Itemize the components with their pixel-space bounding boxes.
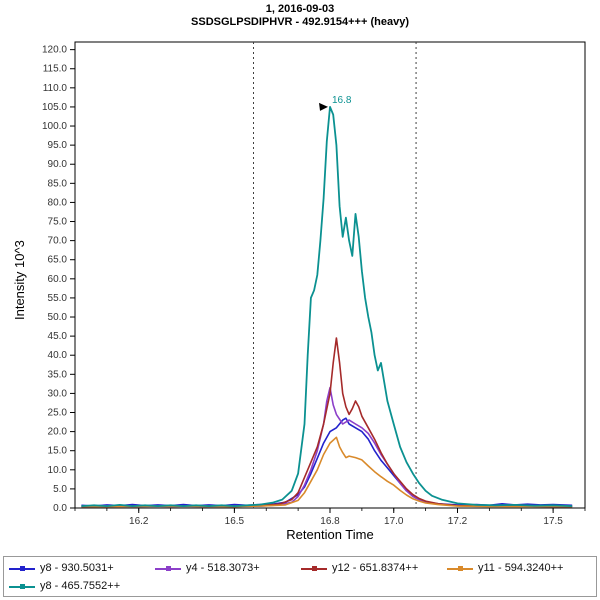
y-tick-label: 15.0	[48, 446, 68, 457]
legend-row-2: y8 - 465.7552++	[9, 577, 591, 595]
chart-title-block: 1, 2016-09-03 SSDSGLPSDIPHVR - 492.9154+…	[0, 3, 600, 29]
chromatogram-plot[interactable]: 16.2 16.5 16.8 17.0 17.2 17.5 0.0 5.0 10.0 15.0 20…	[0, 30, 600, 554]
peak-arrow-icon	[319, 102, 328, 111]
y-tick-label: 70.0	[48, 236, 68, 247]
y-tick-label: 45.0	[48, 331, 68, 342]
series-color-swatch	[9, 565, 35, 572]
series-color-swatch	[447, 565, 473, 572]
y-tick-label: 95.0	[48, 140, 68, 151]
y-tick-label: 75.0	[48, 217, 68, 228]
y-tick-label: 100.0	[42, 121, 67, 132]
legend-label: y8 - 930.5031+	[40, 562, 114, 574]
legend: y8 - 930.5031+ y4 - 518.3073+ y12 - 651.…	[3, 556, 597, 597]
legend-label: y11 - 594.3240++	[478, 562, 564, 574]
y-tick-label: 5.0	[53, 484, 67, 495]
y-tick-label: 60.0	[48, 274, 68, 285]
y-tick-label: 90.0	[48, 159, 68, 170]
x-tick-label: 17.5	[543, 516, 563, 527]
y-tick-label: 0.0	[53, 503, 67, 514]
y-tick-label: 85.0	[48, 178, 68, 189]
legend-item: y12 - 651.8374++	[301, 562, 447, 574]
legend-label: y12 - 651.8374++	[332, 562, 419, 574]
y-tick-label: 105.0	[42, 102, 67, 113]
y-tick-label: 120.0	[42, 45, 67, 56]
x-axis-title: Retention Time	[286, 527, 374, 542]
x-tick-label: 17.2	[448, 516, 468, 527]
legend-item: y4 - 518.3073+	[155, 562, 301, 574]
y-tick-label: 30.0	[48, 388, 68, 399]
series-color-swatch	[9, 583, 35, 590]
x-tick-label: 16.8	[320, 516, 340, 527]
peak-rt-annotation: 16.8	[332, 95, 352, 106]
y-tick-label: 10.0	[48, 465, 68, 476]
series-line-0	[81, 417, 573, 507]
series-line-4	[81, 106, 573, 508]
y-tick-label: 25.0	[48, 408, 68, 419]
y-tick-label: 40.0	[48, 350, 68, 361]
series-color-swatch	[301, 565, 327, 572]
series-color-swatch	[155, 565, 181, 572]
y-tick-label: 50.0	[48, 312, 68, 323]
y-tick-label: 110.0	[43, 83, 68, 94]
legend-label: y8 - 465.7552++	[40, 580, 121, 592]
legend-label: y4 - 518.3073+	[186, 562, 260, 574]
y-axis-title: Intensity 10^3	[12, 240, 27, 320]
y-tick-label: 20.0	[48, 427, 68, 438]
legend-item: y8 - 465.7552++	[9, 580, 155, 592]
x-tick-label: 16.5	[225, 516, 245, 527]
y-tick-label: 115.0	[43, 64, 68, 75]
x-tick-label: 17.0	[384, 516, 404, 527]
peptide-title: SSDSGLPSDIPHVR - 492.9154+++ (heavy)	[191, 16, 409, 28]
y-tick-label: 35.0	[48, 369, 68, 380]
legend-row-1: y8 - 930.5031+ y4 - 518.3073+ y12 - 651.…	[9, 559, 591, 577]
series-line-2	[81, 337, 573, 508]
x-tick-label: 16.2	[129, 516, 149, 527]
series-line-3	[81, 436, 573, 508]
y-tick-label: 65.0	[48, 255, 68, 266]
y-tick-label: 80.0	[48, 197, 68, 208]
y-tick-label: 55.0	[48, 293, 68, 304]
replicate-title: 1, 2016-09-03	[265, 3, 335, 15]
legend-item: y8 - 930.5031+	[9, 562, 155, 574]
legend-item: y11 - 594.3240++	[447, 562, 593, 574]
